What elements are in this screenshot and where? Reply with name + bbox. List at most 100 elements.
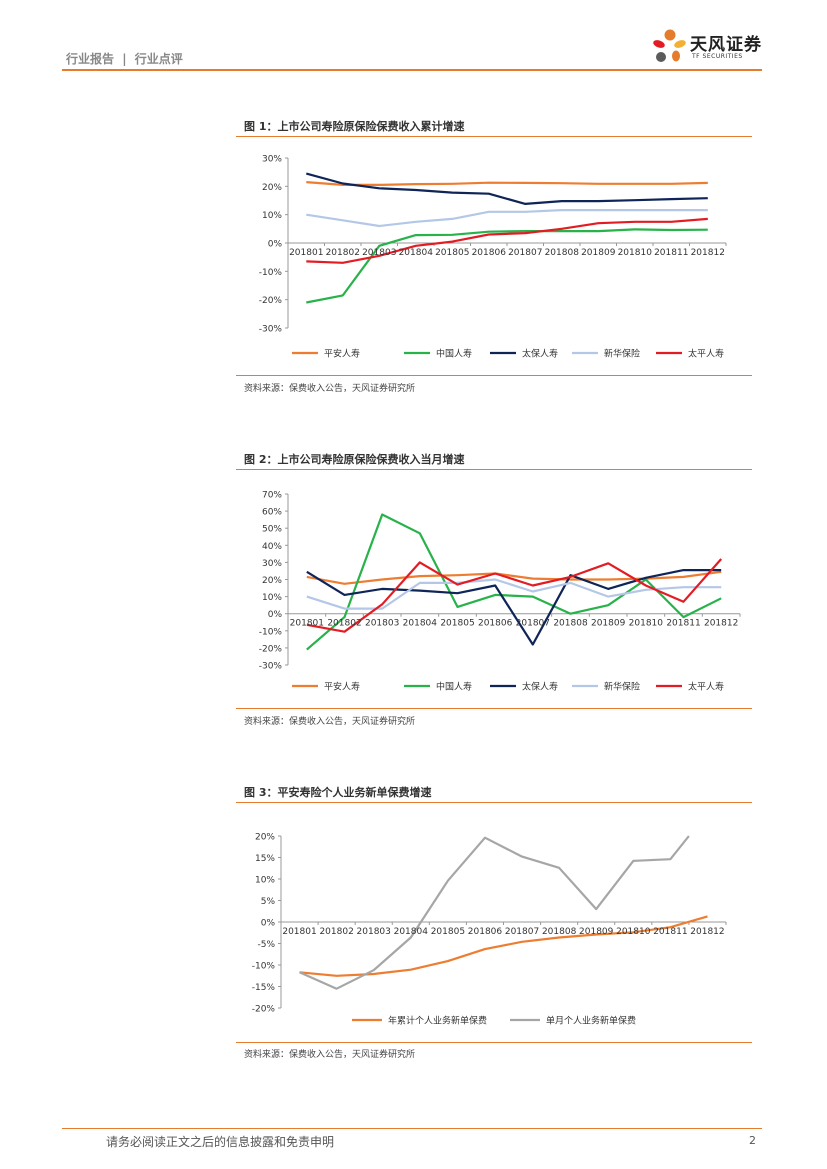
y-tick-label: 15% (255, 854, 275, 864)
x-tick-label: 201803 (365, 619, 399, 629)
legend-label: 中国人寿 (436, 348, 472, 360)
x-tick-label: 201803 (362, 248, 396, 258)
y-tick-label: 30% (262, 559, 282, 569)
logo-sub: TF SECURITIES (692, 53, 743, 60)
series-line-2 (299, 835, 690, 990)
x-tick-label: 201802 (327, 619, 361, 629)
legend-label: 单月个人业务新单保费 (546, 1015, 636, 1027)
x-tick-label: 201806 (478, 619, 513, 629)
figure-1-source: 资料来源：保费收入公告，天风证券研究所 (244, 384, 416, 394)
x-tick-label: 201812 (690, 927, 724, 937)
legend-label: 太平人寿 (688, 348, 724, 360)
series-line-3 (306, 568, 722, 646)
x-tick-label: 201807 (505, 927, 539, 937)
series-line-1 (306, 570, 722, 585)
x-tick-label: 201803 (357, 927, 391, 937)
x-tick-label: 201808 (545, 248, 580, 258)
x-tick-label: 201805 (431, 927, 465, 937)
legend-label: 太平人寿 (688, 681, 724, 693)
legend-label: 太保人寿 (522, 681, 558, 693)
y-tick-label: -30% (259, 662, 283, 672)
y-tick-label: 0% (268, 610, 283, 620)
x-tick-label: 201806 (472, 248, 507, 258)
legend-label: 平安人寿 (324, 348, 360, 360)
y-tick-label: 70% (262, 491, 282, 501)
y-tick-label: -10% (259, 268, 283, 278)
y-tick-label: -15% (252, 983, 276, 993)
logo-name: 天风证券 (690, 35, 762, 55)
x-tick-label: 201812 (691, 248, 725, 258)
legend-label: 新华保险 (604, 681, 640, 693)
footer-rule (62, 1128, 762, 1129)
y-tick-label: -5% (257, 940, 275, 950)
figure-3-bottom-rule (236, 1042, 752, 1043)
series-line-2 (306, 513, 722, 651)
legend-label: 太保人寿 (522, 348, 558, 360)
figure-2-top-rule (236, 469, 752, 470)
x-tick-label: 201810 (616, 927, 651, 937)
figure-1-bottom-rule (236, 375, 752, 376)
y-tick-label: 60% (262, 508, 282, 518)
x-tick-label: 201805 (435, 248, 469, 258)
figure-2-chart: 70% 60% 50% 40% 30% 20% 10% 0% -10% -20% -30% 20180… (259, 491, 741, 693)
y-tick-label: -20% (259, 644, 283, 654)
x-tick-label: 201801 (289, 248, 323, 258)
y-tick-label: 10% (262, 593, 282, 603)
x-tick-label: 201804 (394, 927, 429, 937)
y-tick-label: -30% (259, 325, 283, 335)
x-tick-label: 201801 (290, 619, 324, 629)
series-line-2 (306, 228, 708, 304)
series-line-4 (306, 208, 708, 228)
figure-3-title: 图 3：平安寿险个人业务新单保费增速 (244, 786, 432, 799)
y-tick-label: 10% (255, 876, 275, 886)
legend-label: 中国人寿 (436, 681, 472, 693)
series-line-1 (306, 181, 708, 187)
x-tick-label: 201812 (704, 619, 738, 629)
x-tick-label: 201809 (581, 248, 616, 258)
y-tick-label: 20% (255, 833, 275, 843)
x-tick-label: 201808 (553, 619, 588, 629)
y-tick-label: 40% (262, 542, 282, 552)
x-tick-label: 201811 (654, 248, 688, 258)
x-tick-label: 201805 (440, 619, 474, 629)
page-number: 2 (749, 1134, 756, 1147)
header-rule (62, 69, 762, 71)
figure-1-chart: 30%20%10%0%-10%-20%-30%201801 201802 20180… (259, 155, 727, 360)
x-tick-label: 201801 (282, 927, 316, 937)
y-tick-label: -20% (252, 1005, 276, 1015)
x-tick-label: 201802 (326, 248, 360, 258)
y-tick-label: 20% (262, 183, 282, 193)
x-tick-label: 201808 (542, 927, 577, 937)
y-tick-label: 5% (261, 897, 276, 907)
figure-3-top-rule (236, 802, 752, 803)
figure-2-source: 资料来源：保费收入公告，天风证券研究所 (244, 717, 416, 727)
x-tick-label: 201806 (468, 927, 503, 937)
figure-3-chart: 20% 15% 10% 5% 0% -5% -10% -15% -20% 201801 201802… (252, 833, 727, 1027)
y-tick-label: -20% (259, 296, 283, 306)
x-tick-label: 201807 (508, 248, 542, 258)
x-tick-label: 201809 (591, 619, 626, 629)
y-tick-label: 50% (262, 525, 282, 535)
figure-2-bottom-rule (236, 708, 752, 709)
x-tick-label: 201809 (579, 927, 614, 937)
figure-1-top-rule (236, 136, 752, 137)
series-line-5 (306, 558, 723, 633)
x-tick-label: 201802 (319, 927, 353, 937)
header-section: 行业报告 (66, 52, 115, 66)
y-tick-label: 30% (262, 155, 282, 165)
x-tick-label: 201810 (618, 248, 653, 258)
footer-disclaimer: 请务必阅读正文之后的信息披露和免责申明 (106, 1135, 335, 1149)
legend-label: 新华保险 (604, 348, 640, 360)
y-tick-label: -10% (252, 962, 276, 972)
company-logo-icon (653, 29, 686, 62)
y-tick-label: -10% (259, 627, 283, 637)
x-tick-label: 201807 (516, 619, 550, 629)
header-subsection: 行业点评 (134, 52, 183, 66)
x-tick-label: 201811 (666, 619, 700, 629)
series-line-1 (299, 915, 708, 977)
x-tick-label: 201811 (653, 927, 687, 937)
header-separator: | (122, 52, 127, 66)
series-line-3 (306, 172, 708, 206)
report-header: 行业报告 | 行业点评 (66, 50, 183, 67)
series-line-5 (306, 217, 708, 264)
